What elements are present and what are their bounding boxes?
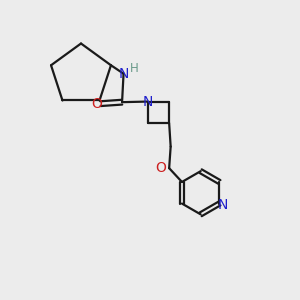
Text: N: N (217, 198, 228, 212)
Text: N: N (118, 67, 129, 81)
Text: O: O (155, 161, 166, 175)
Text: H: H (130, 62, 139, 75)
Text: N: N (142, 94, 153, 109)
Text: O: O (92, 97, 102, 111)
